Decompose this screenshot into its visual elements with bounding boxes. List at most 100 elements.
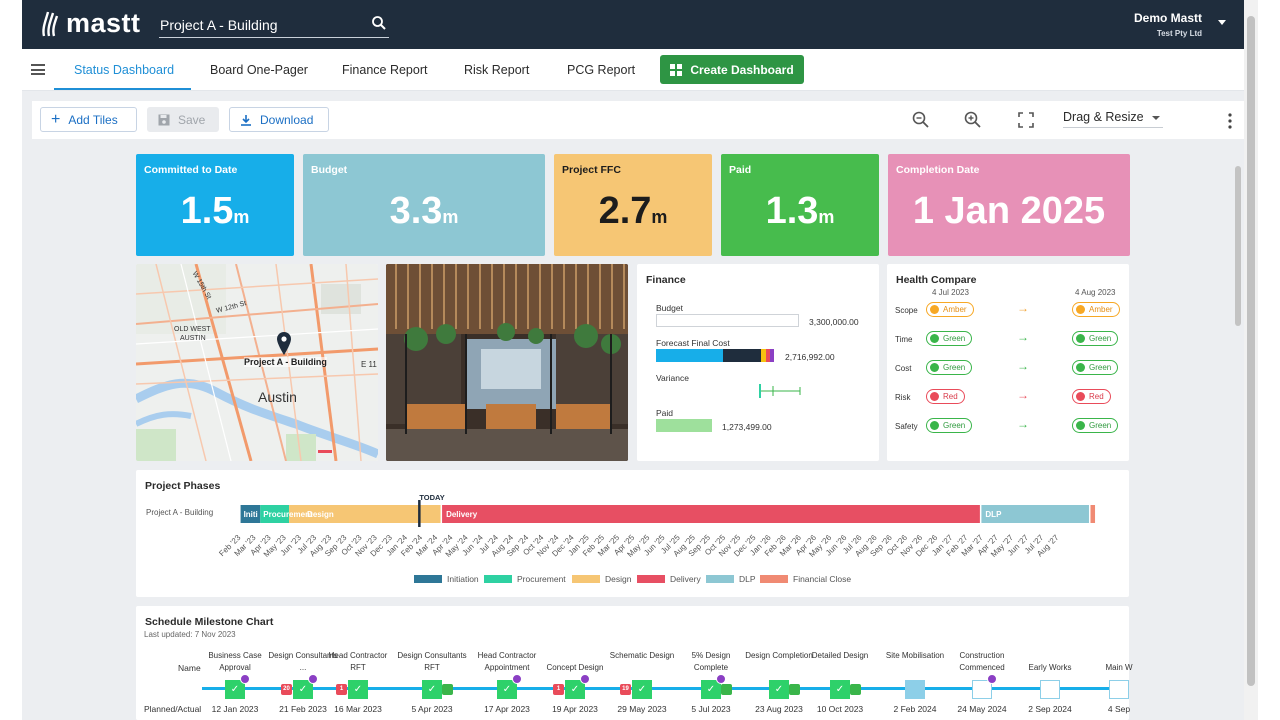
comment-dot-icon[interactable] xyxy=(512,674,522,684)
legend-item[interactable]: Design xyxy=(572,574,631,584)
project-selector[interactable]: Project A - Building xyxy=(159,10,389,38)
milestone-marker[interactable]: ✓ xyxy=(769,680,789,699)
tab-status-dashboard[interactable]: Status Dashboard xyxy=(74,63,175,77)
milestone-marker[interactable]: ✓ xyxy=(565,680,585,699)
milestone-marker[interactable] xyxy=(972,680,992,699)
kpi-value: 2.7m xyxy=(598,190,668,232)
legend-item[interactable]: Procurement xyxy=(484,574,566,584)
legend-item[interactable]: Financial Close xyxy=(760,574,851,584)
zoom-out-icon[interactable] xyxy=(911,110,931,130)
milestone-marker[interactable]: ✓ xyxy=(348,680,368,699)
comment-dot-icon[interactable] xyxy=(308,674,318,684)
phase-bar-procurement[interactable] xyxy=(260,505,290,523)
chevron-down-icon[interactable] xyxy=(1152,116,1160,120)
health-compare-tile[interactable]: Health Compare 4 Jul 2023 4 Aug 2023 Sco… xyxy=(887,264,1129,461)
milestone-name: Detailed Design xyxy=(811,651,869,660)
page-scroll-thumb[interactable] xyxy=(1247,16,1255,686)
phase-bar-dlp[interactable] xyxy=(981,505,1089,523)
map-pin-icon[interactable] xyxy=(276,331,292,355)
kpi-paid[interactable]: Paid 1.3m xyxy=(721,154,879,256)
milestone-marker[interactable]: ✓ xyxy=(830,680,850,699)
page-margin-right xyxy=(1258,0,1280,720)
milestone-name: Main W xyxy=(1105,663,1133,672)
tab-pcg-report[interactable]: PCG Report xyxy=(567,63,636,77)
phase-label-initiation: Initi xyxy=(244,510,258,519)
kpi-budget[interactable]: Budget 3.3m xyxy=(303,154,545,256)
milestone-name: Schematic Design xyxy=(609,651,675,660)
phase-bar-delivery[interactable] xyxy=(442,505,980,523)
milestone-marker[interactable] xyxy=(1109,680,1129,699)
phase-bar-initiation[interactable] xyxy=(240,505,261,523)
user-menu[interactable]: Demo Mastt Test Pty Ltd xyxy=(1134,11,1202,38)
legend-item[interactable]: Initiation xyxy=(414,574,479,584)
dashboard-icon xyxy=(670,63,683,76)
download-icon xyxy=(241,114,251,126)
menu-icon[interactable] xyxy=(31,64,45,75)
milestone-date: 24 May 2024 xyxy=(957,704,1007,714)
milestone-marker[interactable]: ✓ xyxy=(497,680,517,699)
map-tile[interactable]: W 15th St W 12th St OLD WEST AUSTIN E 11… xyxy=(136,264,378,461)
legend-item[interactable]: DLP xyxy=(706,574,756,584)
tab-board-one-pager[interactable]: Board One-Pager xyxy=(210,63,308,77)
milestone-updated: Last updated: 7 Nov 2023 xyxy=(144,630,236,639)
milestone-date: 5 Jul 2023 xyxy=(691,704,731,714)
search-icon[interactable] xyxy=(371,15,387,31)
milestone-marker[interactable]: ✓ xyxy=(632,680,652,699)
comment-dot-icon[interactable] xyxy=(716,674,726,684)
kpi-completion-date[interactable]: Completion Date 1 Jan 2025 xyxy=(888,154,1130,256)
phase-bar-financial-close[interactable] xyxy=(1090,505,1096,523)
kpi-committed-to-date[interactable]: Committed to Date 1.5m xyxy=(136,154,294,256)
comment-dot-icon[interactable] xyxy=(240,674,250,684)
layout-mode-select[interactable]: Drag & Resize xyxy=(1063,110,1163,128)
milestone-marker[interactable]: ✓ xyxy=(225,680,245,699)
comment-dot-icon[interactable] xyxy=(987,674,997,684)
milestone-name: Head Contractor RFT xyxy=(328,651,388,672)
dashboard-scroll-thumb[interactable] xyxy=(1235,166,1241,326)
plus-icon: + xyxy=(51,110,61,128)
phase-label-procurement: Procurement xyxy=(263,510,313,519)
create-dashboard-button[interactable]: Create Dashboard xyxy=(660,55,804,84)
tab-risk-report[interactable]: Risk Report xyxy=(464,63,530,77)
kpi-label: Paid xyxy=(729,164,752,176)
delay-badge: 20 xyxy=(281,684,292,695)
milestone-marker[interactable]: ✓ xyxy=(422,680,442,699)
user-caret-icon[interactable] xyxy=(1218,20,1226,25)
comment-dot-icon[interactable] xyxy=(580,674,590,684)
health-status-to: Red xyxy=(1072,389,1111,404)
legend-item[interactable]: Delivery xyxy=(637,574,701,584)
logo-text: mastt xyxy=(66,8,141,38)
project-photo-tile[interactable] xyxy=(386,264,628,461)
ahead-badge xyxy=(721,684,732,695)
milestone-date: 5 Apr 2023 xyxy=(411,704,453,714)
phase-bar-design[interactable] xyxy=(289,505,441,523)
milestone-marker[interactable]: ✓ xyxy=(701,680,721,699)
health-row-label: Safety xyxy=(895,422,918,431)
milestone-marker[interactable] xyxy=(1040,680,1060,699)
milestone-chart-tile[interactable]: Schedule Milestone Chart Last updated: 7… xyxy=(136,606,1129,720)
milestone-date: 23 Aug 2023 xyxy=(755,704,803,714)
health-status-from: Amber xyxy=(926,302,974,317)
download-button[interactable]: Download xyxy=(229,107,329,132)
more-vert-icon[interactable] xyxy=(1228,113,1232,129)
milestone-date: 21 Feb 2023 xyxy=(279,704,327,714)
fullscreen-icon[interactable] xyxy=(1016,110,1036,130)
health-row-label: Risk xyxy=(895,393,911,402)
milestone-track xyxy=(202,687,1122,690)
logo[interactable]: mastt xyxy=(40,8,141,39)
milestone-marker[interactable]: ✓ xyxy=(293,680,313,699)
zoom-in-icon[interactable] xyxy=(963,110,983,130)
budget-value: 3,300,000.00 xyxy=(809,317,859,327)
health-row-label: Time xyxy=(895,335,913,344)
milestone-marker[interactable] xyxy=(905,680,925,699)
add-tiles-button[interactable]: + Add Tiles xyxy=(40,107,137,132)
delay-badge: 19 xyxy=(620,684,631,695)
kpi-project-ffc[interactable]: Project FFC 2.7m xyxy=(554,154,712,256)
project-phases-tile[interactable]: Project Phases Project A - Building Init… xyxy=(136,470,1129,597)
save-button[interactable]: Save xyxy=(147,107,219,132)
tab-finance-report[interactable]: Finance Report xyxy=(342,63,428,77)
milestone-name: Business Case Approval xyxy=(208,651,262,672)
ahead-badge xyxy=(789,684,800,695)
finance-tile[interactable]: Finance Budget 3,300,000.00 Forecast Fin… xyxy=(637,264,879,461)
health-status-to: Green xyxy=(1072,360,1119,375)
kpi-label: Completion Date xyxy=(896,164,980,176)
